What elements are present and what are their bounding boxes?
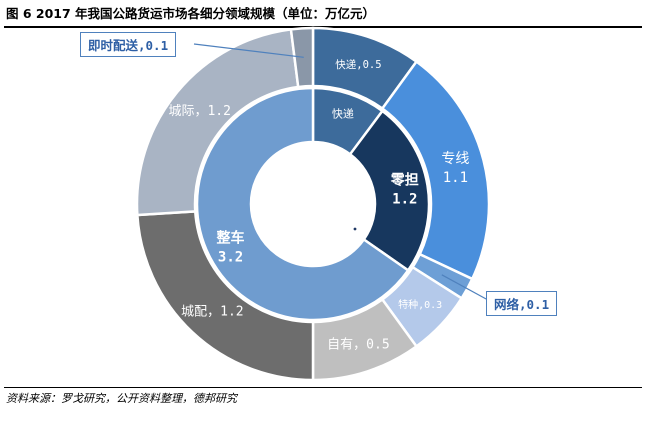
outer-label-city-delivery: 城配，1.2	[181, 305, 243, 320]
callout-instant-delivery: 即时配送,0.1	[80, 32, 177, 57]
figure-title: 图 6 2017 年我国公路货运市场各细分领域规模（单位：万亿元）	[6, 6, 376, 21]
leader-instant-delivery	[193, 43, 304, 58]
outer-label-intercity: 城际，1.2	[168, 104, 230, 119]
outer-label-self-owned: 自有，0.5	[327, 337, 389, 352]
title-rule	[4, 26, 642, 28]
outer-ring-segment-city-delivery	[136, 210, 315, 382]
inner-label-express: 快递	[332, 107, 354, 121]
outer-label-special: 特种,0.3	[398, 298, 442, 311]
source-note: 资料来源：罗戈研究，公开资料整理，德邦研究	[6, 392, 237, 405]
callout-network: 网络,0.1	[486, 291, 558, 316]
inner-label-ltl: 零担 1.2	[390, 172, 419, 208]
center-dot	[353, 227, 357, 231]
leader-network	[441, 274, 489, 301]
outer-label-express: 快递,0.5	[335, 58, 381, 71]
source-rule	[4, 387, 642, 388]
inner-ring-segment-ltl	[348, 109, 431, 273]
outer-ring-segment-intercity	[135, 27, 300, 217]
inner-label-ftl: 整车 3.2	[216, 229, 245, 265]
inner-ring-segment-ftl	[195, 86, 410, 322]
outer-label-dedicated-line: 专线 1.1	[441, 151, 469, 186]
